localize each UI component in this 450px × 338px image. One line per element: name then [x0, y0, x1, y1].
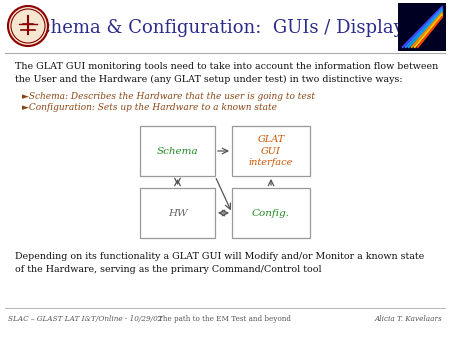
Text: GLAT
GUI
interface: GLAT GUI interface	[249, 135, 293, 167]
Bar	[232, 126, 310, 176]
Circle shape	[8, 6, 48, 46]
Text: Alicia T. Kavelaars: Alicia T. Kavelaars	[374, 315, 442, 323]
Bar	[140, 188, 215, 238]
Text: ►Schema: Describes the Hardware that the user is going to test: ►Schema: Describes the Hardware that the…	[22, 92, 315, 101]
Text: The path to the EM Test and beyond: The path to the EM Test and beyond	[158, 315, 292, 323]
Text: SLAC – GLAST LAT I&T/Online - 10/29/02: SLAC – GLAST LAT I&T/Online - 10/29/02	[8, 315, 162, 323]
Text: The GLAT GUI monitoring tools need to take into account the information flow bet: The GLAT GUI monitoring tools need to ta…	[15, 62, 438, 84]
Bar	[232, 188, 310, 238]
Text: HW: HW	[168, 209, 187, 217]
Bar	[140, 126, 215, 176]
Text: Config.: Config.	[252, 209, 290, 217]
Text: Schema & Configuration:  GUIs / Displays: Schema & Configuration: GUIs / Displays	[27, 19, 413, 37]
Text: Depending on its functionality a GLAT GUI will Modify and/or Monitor a known sta: Depending on its functionality a GLAT GU…	[15, 252, 424, 273]
Bar	[398, 3, 446, 51]
Text: Schema: Schema	[157, 146, 198, 155]
Text: ►Configuration: Sets up the Hardware to a known state: ►Configuration: Sets up the Hardware to …	[22, 103, 277, 112]
